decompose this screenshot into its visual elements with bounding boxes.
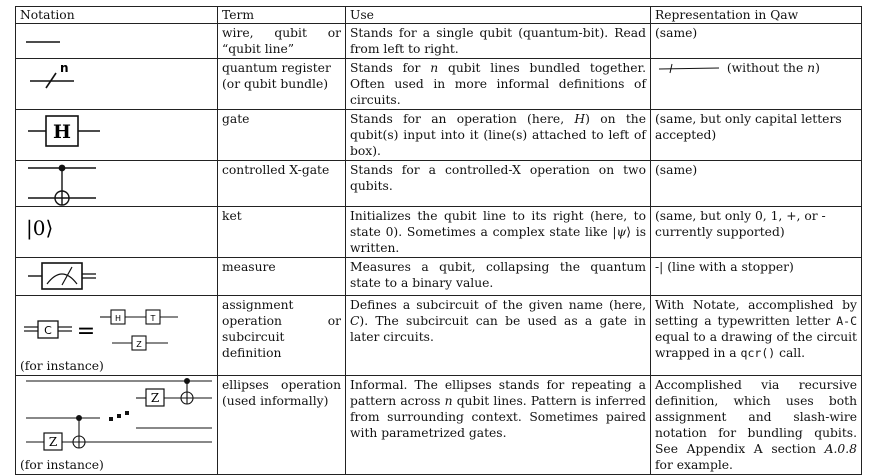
term-cell: gate bbox=[217, 109, 346, 161]
notation-ellipses: Z Z bbox=[15, 375, 218, 475]
rep-cell: (same, but only capital letters accepted… bbox=[650, 109, 862, 161]
notation-table: Notation Term Use Representation in Qaw … bbox=[15, 6, 862, 475]
register-n-label: n bbox=[60, 61, 69, 75]
measure-diagram bbox=[28, 262, 96, 290]
assignment-caption: (for instance) bbox=[20, 359, 104, 373]
term-cell: measure bbox=[217, 257, 346, 296]
notation-cnot bbox=[15, 160, 218, 207]
notation-assignment: C = H T Z bbox=[15, 295, 218, 376]
register-diagram: n bbox=[30, 61, 74, 89]
rep-cell: -| (line with a stopper) bbox=[650, 257, 862, 296]
assign-t-label: T bbox=[150, 314, 156, 323]
term-cell: ket bbox=[217, 206, 346, 258]
table-row: wire, qubit or “qubit line” Stands for a… bbox=[15, 23, 862, 59]
table-row: n quantum register (or qubit bundle) Sta… bbox=[15, 58, 862, 110]
term-cell: controlled X-gate bbox=[217, 160, 346, 207]
header-term: Term bbox=[217, 6, 346, 24]
ellipses-z-top: Z bbox=[151, 391, 159, 405]
assign-c-label: C bbox=[44, 324, 52, 337]
gate-h-label: H bbox=[53, 121, 71, 143]
use-cell: Stands for a controlled-X operation on t… bbox=[345, 160, 651, 207]
use-cell: Defines a subcircuit of the given name (… bbox=[345, 295, 651, 376]
rep-register-icon bbox=[658, 63, 719, 73]
table-row: C = H T Z bbox=[15, 295, 862, 376]
rep-cell: With Notate, accomplished by setting a t… bbox=[650, 295, 862, 376]
header-use: Use bbox=[345, 6, 651, 24]
rep-stopper-text: (line with a stopper) bbox=[667, 260, 794, 274]
use-cell: Initializes the qubit line to its right … bbox=[345, 206, 651, 258]
assign-equals: = bbox=[77, 319, 95, 344]
rep-code-ac: A-C bbox=[836, 314, 857, 328]
term-cell: quantum register (or qubit bundle) bbox=[217, 58, 346, 110]
table-row: H gate Stands for an operation (here, H)… bbox=[15, 109, 862, 161]
header-row: Notation Term Use Representation in Qaw bbox=[15, 6, 862, 24]
rep-register-text: (without the n) bbox=[726, 61, 820, 75]
term-cell: assignment operation or subcircuit defin… bbox=[217, 295, 346, 376]
term-cell: wire, qubit or “qubit line” bbox=[217, 23, 346, 59]
notation-wire bbox=[15, 23, 218, 59]
header-representation: Representation in Qaw bbox=[650, 6, 862, 24]
cnot-diagram bbox=[28, 164, 96, 206]
wire-diagram bbox=[26, 41, 60, 43]
notation-ket: |0⟩ bbox=[15, 206, 218, 258]
ellipses-z-bottom: Z bbox=[49, 435, 57, 449]
rep-code-qcr: qcr() bbox=[740, 346, 776, 360]
assignment-diagram: C = H T Z bbox=[24, 309, 178, 351]
rep-stopper-symbol: -| bbox=[655, 260, 664, 274]
rep-cell: (without the n) bbox=[650, 58, 862, 110]
rep-cell: (same, but only 0, 1, +, or - currently … bbox=[650, 206, 862, 258]
header-notation: Notation bbox=[15, 6, 218, 24]
term-cell: ellipses operation (used informally) bbox=[217, 375, 346, 475]
assign-z-label: Z bbox=[136, 340, 142, 349]
ket-diagram: |0⟩ bbox=[26, 216, 53, 241]
gate-diagram: H bbox=[28, 115, 100, 147]
assign-h-label: H bbox=[115, 314, 121, 323]
ellipses-diagram: Z Z bbox=[26, 378, 212, 451]
notation-gate: H bbox=[15, 109, 218, 161]
ellipses-caption: (for instance) bbox=[20, 458, 104, 472]
use-cell: Stands for a single qubit (quantum-bit).… bbox=[345, 23, 651, 59]
use-cell: Stands for n qubit lines bundled togethe… bbox=[345, 58, 651, 110]
rep-cell: (same) bbox=[650, 23, 862, 59]
use-cell: Measures a qubit, collapsing the quantum… bbox=[345, 257, 651, 296]
table-row: measure Measures a qubit, collapsing the… bbox=[15, 257, 862, 296]
use-cell: Informal. The ellipses stands for repeat… bbox=[345, 375, 651, 475]
rep-cell: Accomplished via recursive definition, w… bbox=[650, 375, 862, 475]
notation-register: n bbox=[15, 58, 218, 110]
rep-cell: (same) bbox=[650, 160, 862, 207]
use-cell: Stands for an operation (here, H) on the… bbox=[345, 109, 651, 161]
table-row: controlled X-gate Stands for a controlle… bbox=[15, 160, 862, 207]
table-row: Z Z bbox=[15, 375, 862, 475]
table-row: |0⟩ ket Initializes the qubit line to it… bbox=[15, 206, 862, 258]
notation-measure bbox=[15, 257, 218, 296]
ket-label: |0⟩ bbox=[26, 216, 53, 241]
